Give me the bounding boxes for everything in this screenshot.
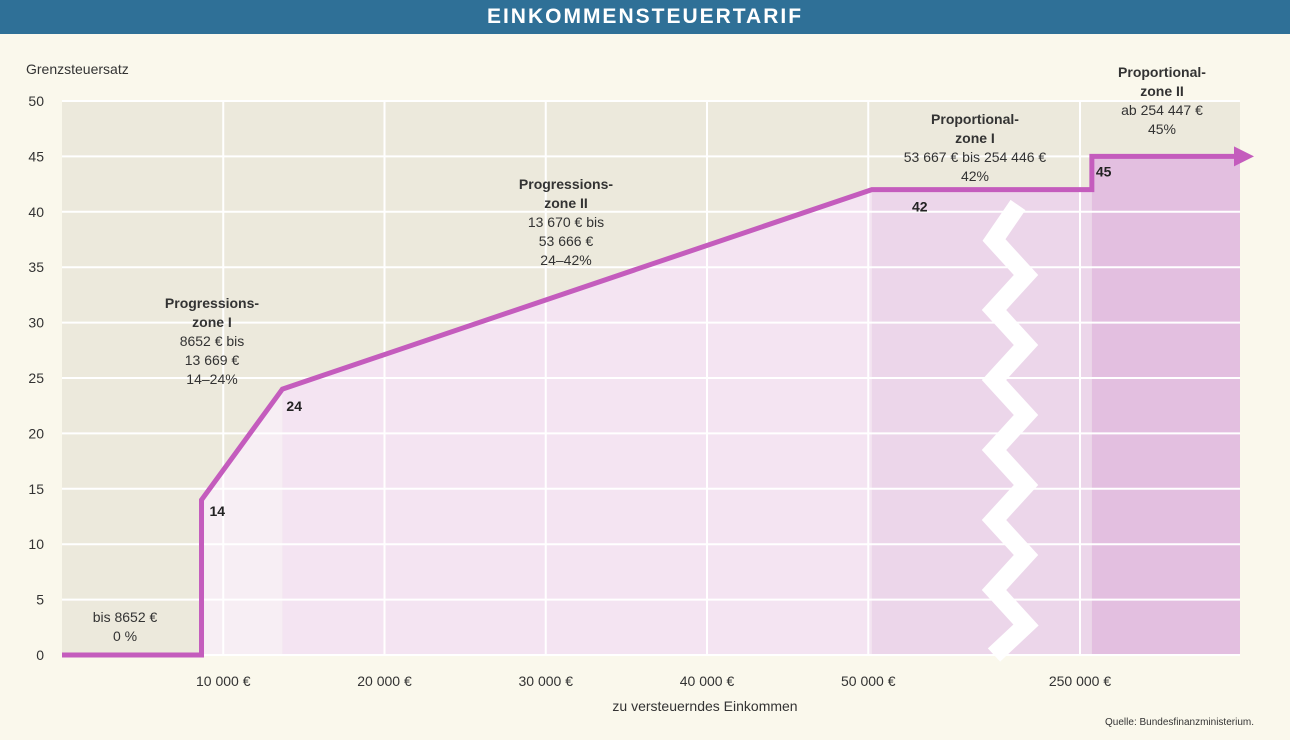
zone-title-line: zone I (192, 314, 232, 330)
x-tick-label: 20 000 € (357, 673, 412, 689)
y-tick-label: 35 (28, 259, 44, 275)
y-axis-label: Grenzsteuersatz (26, 61, 129, 77)
axis-break-mark (981, 199, 1039, 662)
series-line (62, 153, 1240, 658)
zone-title-line: zone II (544, 195, 588, 211)
zone-annotation: bis 8652 € 0 % (93, 609, 158, 644)
zone-detail-line: 14–24% (186, 371, 237, 387)
x-tick-label: 30 000 € (519, 673, 574, 689)
fill-proportional-zone-1 (871, 189, 1092, 655)
chart-title: EINKOMMENSTEUERTARIF (0, 0, 1290, 34)
zone-detail-line: 0 % (113, 628, 137, 644)
zone-title-line: Proportional- (1118, 64, 1206, 80)
point-label: 24 (286, 398, 302, 414)
y-axis: 0 5 10 15 20 25 30 35 40 45 50 (28, 93, 44, 663)
y-tick-label: 50 (28, 93, 44, 109)
zone-annotation: Proportional-zone I 53 667 € bis 254 446 … (904, 111, 1047, 184)
point-label: 45 (1096, 163, 1112, 179)
arrow-head (1234, 146, 1254, 167)
y-tick-label: 15 (28, 481, 44, 497)
zone-annotations: bis 8652 € 0 % Progressions-zone I 8652 € b… (93, 64, 1207, 644)
x-tick-label: 250 000 € (1049, 673, 1111, 689)
zone-detail-line: 24–42% (540, 252, 591, 268)
y-tick-label: 0 (36, 647, 44, 663)
point-label: 14 (210, 503, 226, 519)
y-tick-label: 40 (28, 204, 44, 220)
zone-title-line: zone I (955, 130, 995, 146)
zone-annotation: Progressions-zone I 8652 € bis 13 669 € 14–… (165, 295, 259, 387)
zone-title-line: Progressions- (165, 295, 259, 311)
area-fills (201, 156, 1240, 655)
zone-detail-line: 13 670 € bis (528, 214, 604, 230)
x-tick-label: 10 000 € (196, 673, 251, 689)
fill-progression-zone-2 (282, 189, 872, 655)
zone-detail-line: 13 669 € (185, 352, 240, 368)
zone-detail-line: bis 8652 € (93, 609, 158, 625)
zone-annotation: Proportional-zone II ab 254 447 € 45% (1118, 64, 1206, 137)
y-tick-label: 25 (28, 370, 44, 386)
fill-proportional-zone-2 (1091, 156, 1240, 655)
zone-detail-line: 53 666 € (539, 233, 594, 249)
zone-detail-line: 42% (961, 168, 989, 184)
point-label: 42 (912, 199, 928, 215)
zone-detail-line: 45% (1148, 121, 1176, 137)
y-tick-label: 45 (28, 148, 44, 164)
x-tick-label: 50 000 € (841, 673, 896, 689)
zone-title-line: Progressions- (519, 176, 613, 192)
x-tick-label: 40 000 € (680, 673, 735, 689)
zone-detail-line: 53 667 € bis 254 446 € (904, 149, 1047, 165)
y-tick-label: 10 (28, 536, 44, 552)
zone-detail-line: 8652 € bis (180, 333, 245, 349)
x-axis-label: zu versteuerndes Einkommen (612, 698, 797, 714)
y-tick-label: 20 (28, 425, 44, 441)
fill-progression-zone-1 (201, 389, 283, 655)
point-labels: 14 24 42 45 (210, 163, 1112, 518)
source-note: Quelle: Bundesfinanzministerium. (1105, 717, 1254, 728)
zone-annotation: Progressions-zone II 13 670 € bis 53 666 €… (519, 176, 613, 268)
y-tick-label: 5 (36, 592, 44, 608)
zone-title-line: zone II (1140, 83, 1184, 99)
x-axis: 10 000 € 20 000 € 30 000 € 40 000 € 50 000 €… (196, 673, 1111, 689)
zone-detail-line: ab 254 447 € (1121, 102, 1203, 118)
y-tick-label: 30 (28, 315, 44, 331)
zone-title-line: Proportional- (931, 111, 1019, 127)
